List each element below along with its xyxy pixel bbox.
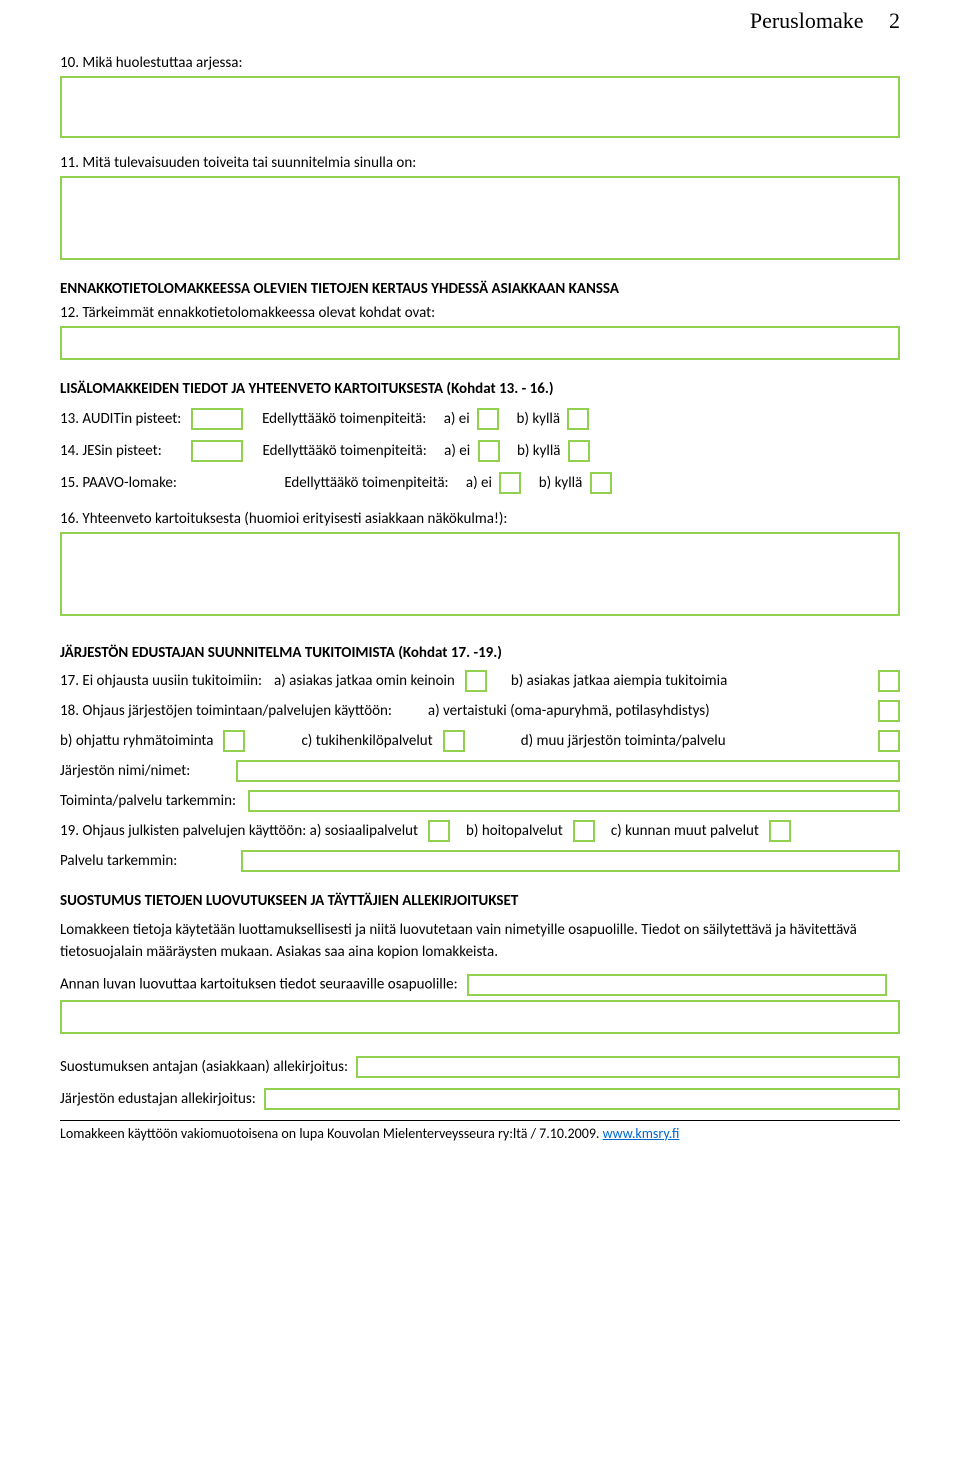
q18-opt-c-checkbox[interactable] bbox=[443, 730, 465, 752]
section-a-title: ENNAKKOTIETOLOMAKKEESSA OLEVIEN TIETOJEN… bbox=[60, 280, 900, 298]
q13-score-input[interactable] bbox=[191, 408, 243, 430]
q12-label: 12. Tärkeimmät ennakkotietolomakkeessa o… bbox=[60, 304, 900, 322]
q10-input[interactable] bbox=[60, 76, 900, 138]
consent-grant-input-line1[interactable] bbox=[467, 974, 887, 996]
service-detail-row: Palvelu tarkemmin: bbox=[60, 850, 900, 872]
q15-opt-a-label: a) ei bbox=[466, 474, 492, 492]
q18-opt-c-label: c) tukihenkilöpalvelut bbox=[301, 732, 432, 750]
activity-detail-row: Toiminta/palvelu tarkemmin: bbox=[60, 790, 900, 812]
org-name-input[interactable] bbox=[236, 760, 900, 782]
q18-opt-b-label: b) ohjattu ryhmätoiminta bbox=[60, 732, 213, 750]
header-title: Peruslomake bbox=[750, 8, 864, 33]
q18-opt-a-checkbox[interactable] bbox=[878, 700, 900, 722]
q18-opt-b-checkbox[interactable] bbox=[223, 730, 245, 752]
sig-rep-input[interactable] bbox=[264, 1088, 900, 1110]
q11-input[interactable] bbox=[60, 176, 900, 260]
q14-opt-b-label: b) kyllä bbox=[517, 442, 561, 460]
q14-row: 14. JESin pisteet: Edellyttääkö toimenpi… bbox=[60, 440, 900, 462]
q12-input[interactable] bbox=[60, 326, 900, 360]
q19-opt-a-checkbox[interactable] bbox=[428, 820, 450, 842]
q19-label: 19. Ohjaus julkisten palvelujen käyttöön… bbox=[60, 822, 418, 840]
q15-label: 15. PAAVO-lomake: bbox=[60, 474, 177, 492]
consent-grant-input-line2[interactable] bbox=[60, 1000, 900, 1034]
q19-opt-c-label: c) kunnan muut palvelut bbox=[611, 822, 759, 840]
activity-detail-label: Toiminta/palvelu tarkemmin: bbox=[60, 792, 236, 810]
section-d-title: SUOSTUMUS TIETOJEN LUOVUTUKSEEN JA TÄYTT… bbox=[60, 892, 900, 910]
sig-client-label: Suostumuksen antajan (asiakkaan) allekir… bbox=[60, 1058, 348, 1076]
section-c-title: JÄRJESTÖN EDUSTAJAN SUUNNITELMA TUKITOIM… bbox=[60, 644, 900, 662]
q16-label: 16. Yhteenveto kartoituksesta (huomioi e… bbox=[60, 510, 900, 528]
q19-opt-c-checkbox[interactable] bbox=[769, 820, 791, 842]
q14-opt-b-checkbox[interactable] bbox=[568, 440, 590, 462]
footer-text: Lomakkeen käyttöön vakiomuotoisena on lu… bbox=[60, 1125, 603, 1142]
q15-row: 15. PAAVO-lomake: Edellyttääkö toimenpit… bbox=[60, 472, 900, 494]
consent-grant-label: Annan luvan luovuttaa kartoituksen tiedo… bbox=[60, 975, 458, 993]
section-b-title: LISÄLOMAKKEIDEN TIEDOT JA YHTEENVETO KAR… bbox=[60, 380, 900, 398]
sig-rep-label: Järjestön edustajan allekirjoitus: bbox=[60, 1090, 256, 1108]
q13-row: 13. AUDITin pisteet: Edellyttääkö toimen… bbox=[60, 408, 900, 430]
q13-opt-b-label: b) kyllä bbox=[517, 410, 561, 428]
service-detail-label: Palvelu tarkemmin: bbox=[60, 852, 177, 870]
q18-label: 18. Ohjaus järjestöjen toimintaan/palvel… bbox=[60, 702, 392, 720]
sig-client-row: Suostumuksen antajan (asiakkaan) allekir… bbox=[60, 1056, 900, 1078]
consent-paragraph: Lomakkeen tietoja käytetään luottamuksel… bbox=[60, 920, 900, 964]
q14-label: 14. JESin pisteet: bbox=[60, 442, 162, 460]
consent-grant-row: Annan luvan luovuttaa kartoituksen tiedo… bbox=[60, 974, 900, 996]
q15-opt-b-label: b) kyllä bbox=[539, 474, 583, 492]
footer-link[interactable]: www.kmsry.fi bbox=[603, 1125, 680, 1142]
footer: Lomakkeen käyttöön vakiomuotoisena on lu… bbox=[60, 1125, 900, 1142]
q17-opt-a-checkbox[interactable] bbox=[465, 670, 487, 692]
q14-prompt: Edellyttääkö toimenpiteitä: bbox=[263, 442, 427, 460]
sig-client-input[interactable] bbox=[356, 1056, 900, 1078]
q18-row1: 18. Ohjaus järjestöjen toimintaan/palvel… bbox=[60, 700, 900, 722]
header-right: Peruslomake 2 bbox=[750, 8, 900, 34]
q19-opt-b-checkbox[interactable] bbox=[573, 820, 595, 842]
org-name-row: Järjestön nimi/nimet: bbox=[60, 760, 900, 782]
q17-opt-a-label: a) asiakas jatkaa omin keinoin bbox=[274, 672, 455, 690]
q17-label: 17. Ei ohjausta uusiin tukitoimiin: bbox=[60, 672, 262, 690]
page-number: 2 bbox=[889, 8, 900, 33]
q18-opt-d-checkbox[interactable] bbox=[878, 730, 900, 752]
q16-input[interactable] bbox=[60, 532, 900, 616]
q15-prompt: Edellyttääkö toimenpiteitä: bbox=[284, 474, 448, 492]
q10-label: 10. Mikä huolestuttaa arjessa: bbox=[60, 54, 900, 72]
org-name-label: Järjestön nimi/nimet: bbox=[60, 762, 190, 780]
footer-divider bbox=[60, 1120, 900, 1121]
activity-detail-input[interactable] bbox=[248, 790, 900, 812]
q18-row2: b) ohjattu ryhmätoiminta c) tukihenkilöp… bbox=[60, 730, 900, 752]
q17-opt-b-label: b) asiakas jatkaa aiempia tukitoimia bbox=[511, 672, 727, 690]
q15-opt-a-checkbox[interactable] bbox=[499, 472, 521, 494]
q15-opt-b-checkbox[interactable] bbox=[590, 472, 612, 494]
q13-opt-b-checkbox[interactable] bbox=[567, 408, 589, 430]
q19-row: 19. Ohjaus julkisten palvelujen käyttöön… bbox=[60, 820, 900, 842]
q14-opt-a-label: a) ei bbox=[444, 442, 470, 460]
sig-rep-row: Järjestön edustajan allekirjoitus: bbox=[60, 1088, 900, 1110]
q11-label: 11. Mitä tulevaisuuden toiveita tai suun… bbox=[60, 154, 900, 172]
q18-opt-a-label: a) vertaistuki (oma-apuryhmä, potilasyhd… bbox=[428, 702, 710, 720]
q14-score-input[interactable] bbox=[191, 440, 243, 462]
page-container: Peruslomake 2 10. Mikä huolestuttaa arje… bbox=[0, 0, 960, 1162]
q13-opt-a-label: a) ei bbox=[444, 410, 470, 428]
q14-opt-a-checkbox[interactable] bbox=[478, 440, 500, 462]
q17-opt-b-checkbox[interactable] bbox=[878, 670, 900, 692]
q18-opt-d-label: d) muu järjestön toiminta/palvelu bbox=[521, 732, 726, 750]
q13-prompt: Edellyttääkö toimenpiteitä: bbox=[262, 410, 426, 428]
q19-opt-b-label: b) hoitopalvelut bbox=[466, 822, 563, 840]
q13-opt-a-checkbox[interactable] bbox=[477, 408, 499, 430]
service-detail-input[interactable] bbox=[241, 850, 900, 872]
q13-label: 13. AUDITin pisteet: bbox=[60, 410, 181, 428]
q17-row: 17. Ei ohjausta uusiin tukitoimiin: a) a… bbox=[60, 670, 900, 692]
